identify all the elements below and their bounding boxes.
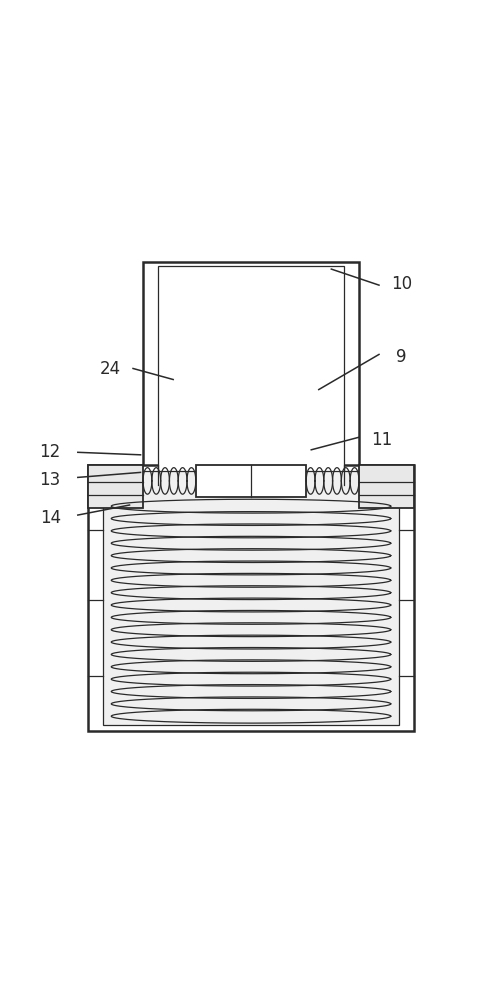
Bar — [158, 266, 343, 480]
Text: 24: 24 — [100, 360, 121, 378]
Bar — [103, 471, 398, 725]
Bar — [195, 465, 306, 497]
Text: 10: 10 — [390, 275, 411, 293]
Text: 9: 9 — [396, 348, 406, 366]
Bar — [143, 262, 358, 485]
Text: 13: 13 — [40, 471, 61, 489]
Text: 12: 12 — [40, 443, 61, 461]
Bar — [88, 465, 413, 731]
Text: 14: 14 — [40, 509, 61, 527]
Text: 11: 11 — [370, 431, 391, 449]
Bar — [358, 465, 413, 508]
Bar — [88, 465, 143, 508]
